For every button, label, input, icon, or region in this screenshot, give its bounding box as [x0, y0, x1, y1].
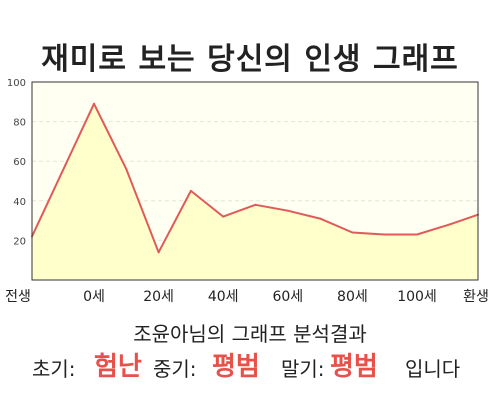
late-label: 말기: — [281, 357, 325, 381]
data-point — [319, 217, 322, 220]
mid-label: 중기: — [153, 357, 197, 381]
analysis-title: 조윤아님의 그래프 분석결과 — [133, 322, 367, 346]
y-tick-label: 40 — [13, 197, 26, 208]
y-tick-label: 80 — [13, 118, 26, 129]
closing-text: 입니다 — [405, 357, 461, 381]
y-tick-labels: 20 40 60 80 100 — [7, 78, 26, 247]
data-point — [448, 223, 451, 226]
series-line — [31, 102, 479, 254]
plot-frame — [31, 81, 479, 281]
x-tick-label: 80세 — [337, 289, 368, 305]
early-label: 초기: — [32, 357, 76, 381]
data-point — [93, 102, 95, 105]
data-point — [351, 231, 354, 234]
analysis-summary: 초기: 험난 중기: 평범 말기: 평범 입니다 — [0, 346, 500, 382]
data-point — [189, 189, 192, 192]
mid-value: 평범 — [212, 352, 260, 382]
data-point — [125, 168, 128, 171]
data-point — [286, 209, 289, 212]
x-tick-labels: 전생 0세 20세 40세 60세 80세 100세 환생 — [5, 289, 489, 305]
early-value: 험난 — [94, 352, 142, 382]
y-tick-label: 100 — [7, 78, 26, 89]
x-tick-label: 0세 — [83, 289, 105, 305]
x-tick-label: 100세 — [397, 289, 437, 305]
data-point — [383, 233, 386, 236]
area-fill — [32, 103, 478, 280]
y-tick-label: 20 — [13, 236, 26, 247]
data-point — [222, 215, 225, 218]
data-point — [157, 251, 160, 254]
x-tick-label: 60세 — [272, 289, 303, 305]
x-tick-label: 전생 — [5, 289, 31, 305]
x-tick-label: 20세 — [143, 289, 174, 305]
late-value: 평범 — [330, 352, 378, 382]
data-point — [254, 203, 257, 206]
chart-title: 재미로 보는 당신의 인생 그래프 — [41, 42, 459, 77]
x-tick-label: 환생 — [463, 289, 489, 305]
data-point — [416, 233, 418, 236]
x-tick-label: 40세 — [208, 289, 239, 305]
y-tick-label: 60 — [13, 157, 26, 168]
